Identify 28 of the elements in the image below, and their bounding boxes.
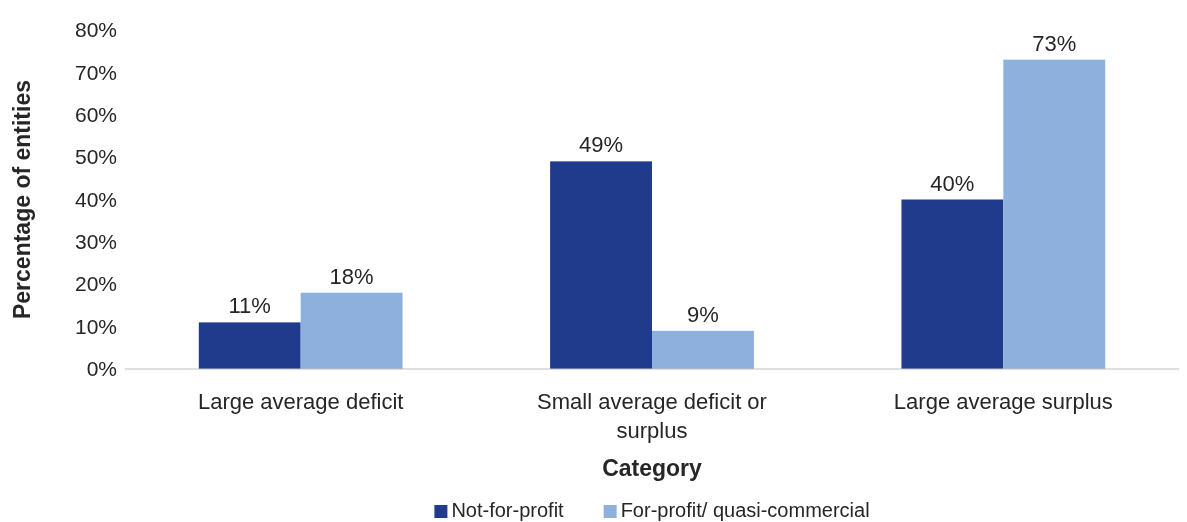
bar [300,292,403,369]
y-tick-label: 50% [74,145,117,169]
y-tick-label: 60% [74,102,117,126]
y-tick-label: 70% [74,60,117,84]
data-label: 49% [579,132,624,158]
data-label: 40% [930,170,975,196]
legend-label: For-profit/ quasi-commercial [620,499,870,521]
y-tick-label: 80% [74,18,117,42]
y-tick-label: 30% [74,230,117,254]
legend-label: Not-for-profit [451,499,565,521]
data-label: 73% [1032,30,1077,56]
x-tick-label: Small average deficit or surplus [537,389,767,443]
y-tick-label: 40% [74,187,117,211]
data-label: 11% [228,293,271,319]
bar [198,322,301,369]
data-label: 18% [329,263,374,289]
x-tick-label: Large average surplus [893,389,1113,414]
y-axis-title: Percentage of entities [9,79,35,320]
y-tick-label: 10% [74,314,117,338]
bar [550,161,652,369]
bar [901,199,1004,369]
y-tick-label: 0% [86,357,117,381]
bar [1003,59,1106,369]
x-axis-title: Category [602,455,703,481]
x-tick-label: Large average deficit [197,389,404,414]
y-tick-label: 20% [74,272,117,296]
bar [652,330,754,369]
data-label: 9% [687,301,719,327]
